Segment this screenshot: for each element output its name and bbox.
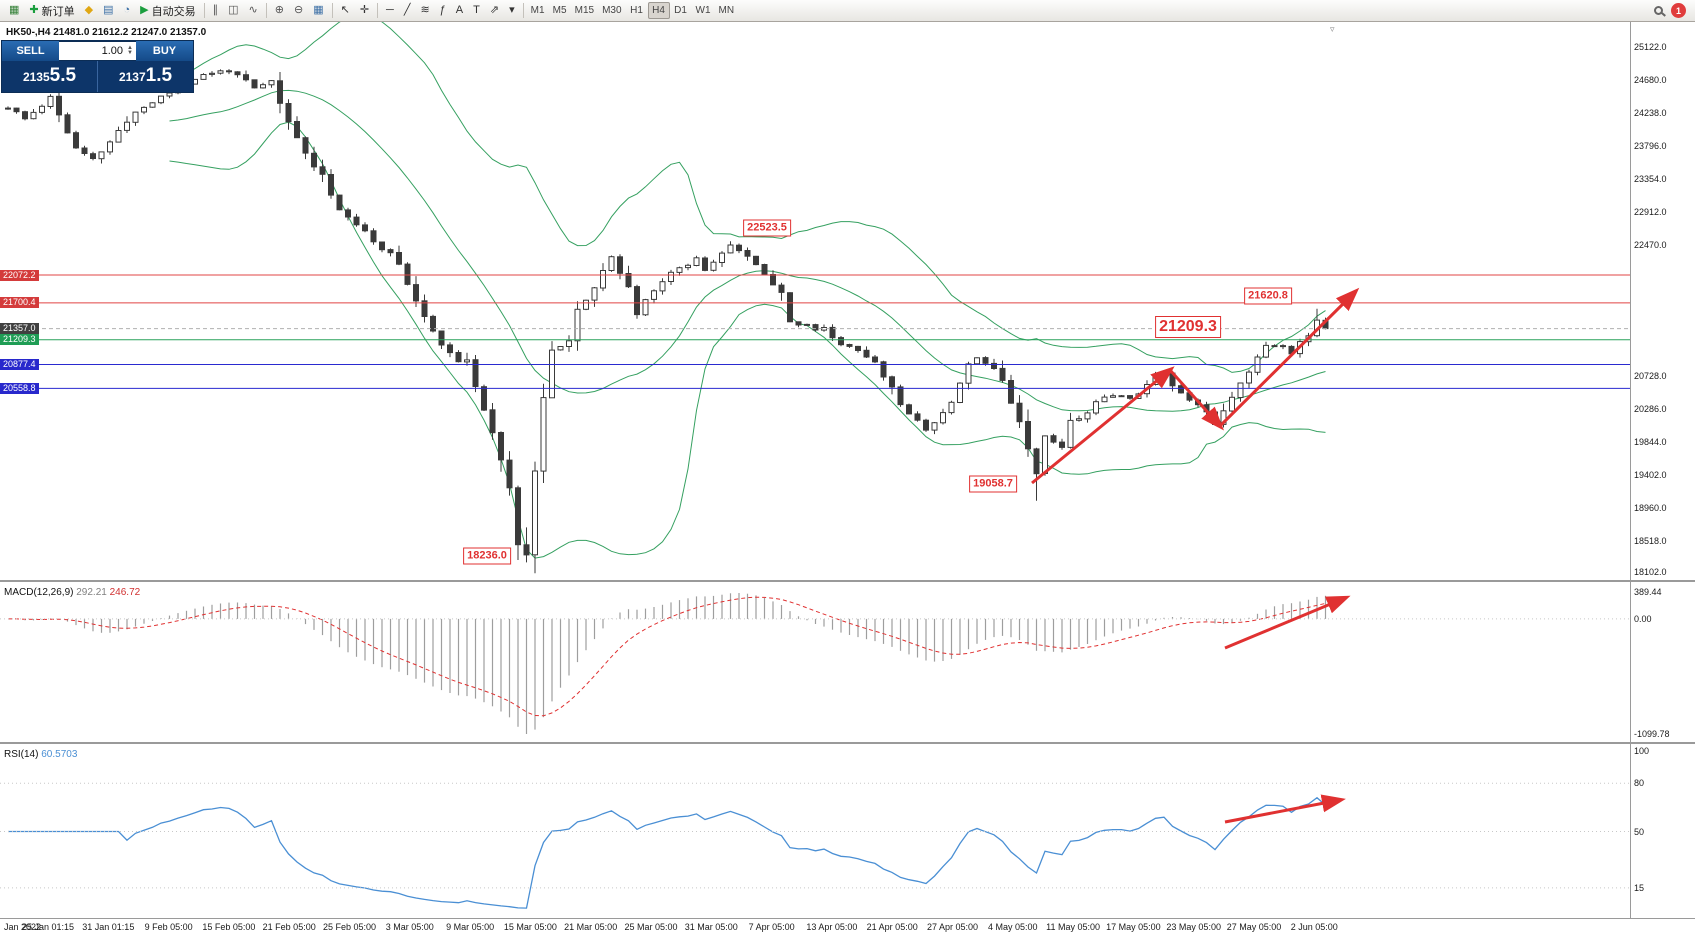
fibonacci-tool-icon: ƒ	[439, 4, 446, 16]
notification-badge[interactable]: 1	[1671, 3, 1686, 18]
chart-title: HK50-,H4 21481.0 21612.2 21247.0 21357.0	[6, 27, 207, 38]
macd-header: MACD(12,26,9) 292.21 246.72	[4, 587, 140, 598]
line-chart-icon[interactable]: ∿	[244, 2, 263, 20]
crosshair-icon[interactable]: ✛	[355, 2, 374, 20]
new-chart-icon[interactable]: ▦	[4, 2, 24, 20]
chart-shift-marker[interactable]: ▿	[1330, 24, 1335, 34]
volume-value: 1.00	[101, 45, 124, 57]
autotrading-button[interactable]: ▶ 自动交易	[135, 2, 200, 20]
arrows-tool-icon[interactable]: ⇗	[485, 2, 504, 20]
timeframe-h4[interactable]: H4	[647, 2, 670, 19]
buy-button[interactable]: BUY	[136, 41, 193, 61]
price-axis-border	[1630, 22, 1631, 918]
zoom-in-icon[interactable]: ⊕	[270, 2, 289, 20]
one-click-trading-panel: SELL 1.00 ▲ ▼ BUY 2135 5.5 2137 1.5	[1, 40, 194, 93]
toolbar-separator	[203, 3, 205, 18]
timeframe-d1[interactable]: D1	[674, 5, 687, 16]
bar-chart-icon[interactable]: ∥	[208, 2, 224, 20]
sell-button[interactable]: SELL	[2, 41, 59, 61]
new-order-button-label: 新订单	[41, 5, 75, 18]
tile-windows-icon[interactable]: ▦	[308, 2, 328, 20]
timeframe-h1[interactable]: H1	[630, 5, 643, 16]
search-icon[interactable]	[1654, 6, 1663, 15]
toolbar-separator	[331, 3, 333, 18]
toolbar-separator	[377, 3, 379, 18]
cursor-icon[interactable]: ↖	[336, 2, 355, 20]
rsi-header: RSI(14) 60.5703	[4, 749, 77, 760]
candlestick-chart-icon: ◫	[228, 4, 239, 16]
panel-separator-rsi[interactable]	[0, 742, 1695, 744]
objects-dropdown-icon[interactable]: ▾	[504, 2, 520, 20]
sell-price[interactable]: 2135 5.5	[22, 65, 77, 86]
main-toolbar: ▦ ✚ 新订单 ◆ ▤ ◔ ▶ 自动交易 ∥ ◫ ∿ ⊕ ⊖ ▦ ↖ ✛ ─ ╱ ≋ ƒ A T ⇗ ▾ M1 M5 M15 M30 H…	[0, 0, 1695, 22]
hline-tool-icon[interactable]: ─	[381, 2, 399, 20]
timeframe-m15[interactable]: M15	[574, 5, 595, 16]
new-chart-icon: ▦	[9, 4, 20, 16]
label-tool-icon: T	[473, 4, 480, 16]
channel-tool-icon[interactable]: ≋	[415, 2, 434, 20]
macd-value-signal: 246.72	[109, 587, 141, 598]
buy-price[interactable]: 2137 1.5	[97, 61, 193, 92]
candlestick-chart-icon[interactable]: ◫	[223, 2, 243, 20]
quick-trade-icon[interactable]: ◆	[80, 2, 98, 20]
timeframe-w1[interactable]: W1	[695, 5, 711, 16]
timeframe-m5[interactable]: M5	[552, 5, 567, 16]
market-watch-icon[interactable]: ▤	[98, 2, 118, 20]
rsi-value: 60.5703	[41, 749, 78, 760]
new-order-button: ✚	[29, 4, 39, 16]
trendline-tool-icon: ╱	[403, 4, 411, 16]
panel-separator-macd[interactable]	[0, 580, 1695, 582]
rsi-label: RSI(14)	[4, 749, 39, 760]
text-tool-icon[interactable]: A	[451, 2, 468, 20]
time-axis[interactable]	[0, 918, 1695, 939]
macd-value-main: 292.21	[76, 587, 107, 598]
arrows-tool-icon: ⇗	[489, 4, 500, 16]
zoom-out-icon: ⊖	[293, 4, 304, 16]
bar-chart-icon: ∥	[212, 4, 219, 16]
channel-tool-icon: ≋	[420, 4, 430, 16]
text-tool-icon: A	[455, 4, 464, 16]
hline-tool-icon: ─	[386, 4, 394, 16]
zoom-in-icon: ⊕	[274, 4, 284, 16]
tile-windows-icon: ▦	[313, 4, 324, 16]
new-order-button[interactable]: ✚ 新订单	[24, 2, 79, 20]
label-tool-icon[interactable]: T	[468, 2, 485, 20]
toolbar-separator	[265, 3, 267, 18]
timeframe-m30[interactable]: M30	[602, 5, 622, 16]
timeframe-m1[interactable]: M1	[530, 5, 545, 16]
toolbar-separator	[522, 3, 524, 18]
line-chart-icon: ∿	[248, 4, 258, 16]
objects-dropdown-icon: ▾	[509, 4, 515, 16]
crosshair-icon: ✛	[359, 4, 370, 16]
fibonacci-tool-icon[interactable]: ƒ	[435, 2, 451, 20]
quick-trade-icon: ◆	[84, 4, 94, 16]
autotrading-button-label: 自动交易	[151, 5, 196, 18]
volume-spin-arrows[interactable]: ▲ ▼	[127, 45, 133, 56]
macd-label: MACD(12,26,9)	[4, 587, 74, 598]
cursor-icon: ↖	[340, 4, 350, 16]
timeframe-mn[interactable]: MN	[718, 5, 735, 16]
market-watch-icon: ▤	[103, 4, 114, 16]
toolbar-right: 1	[1654, 3, 1691, 18]
volume-stepper[interactable]: 1.00 ▲ ▼	[59, 41, 136, 61]
data-window-icon: ◔	[123, 4, 131, 16]
trendline-tool-icon[interactable]: ╱	[399, 2, 416, 20]
zoom-out-icon[interactable]: ⊖	[289, 2, 308, 20]
autotrading-button: ▶	[140, 4, 149, 16]
data-window-icon[interactable]: ◔	[119, 2, 136, 20]
